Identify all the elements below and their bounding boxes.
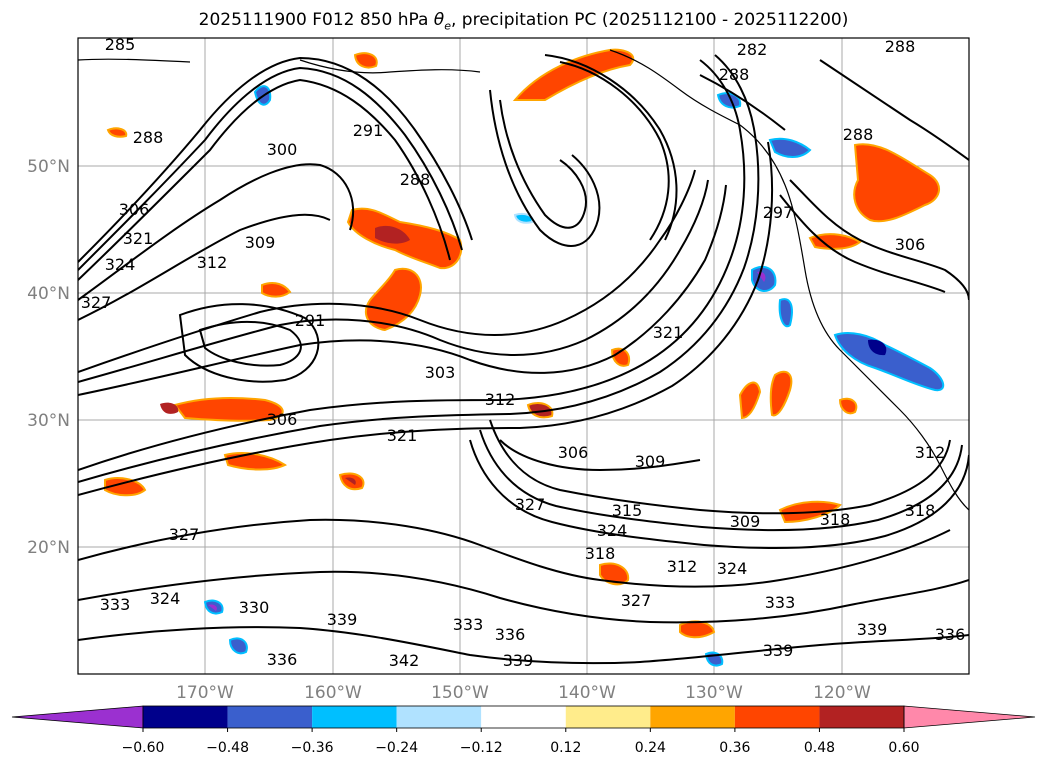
contour-label: 309 xyxy=(245,233,276,252)
lat-label-40n: 40°N xyxy=(27,284,70,304)
colorbar-tick-label: −0.36 xyxy=(291,740,334,756)
contour-label: 288 xyxy=(133,128,164,147)
lat-label-20n: 20°N xyxy=(27,538,70,558)
contour-label: 285 xyxy=(105,35,136,54)
contour-label: 327 xyxy=(515,495,546,514)
contour-label: 336 xyxy=(267,650,298,669)
colorbar-extend-max xyxy=(903,705,1036,729)
contour-label: 309 xyxy=(635,452,666,471)
contour-label: 330 xyxy=(239,598,270,617)
colorbar-frame xyxy=(142,705,905,729)
lon-label-140w: 140°W xyxy=(558,683,616,703)
contour-label: 336 xyxy=(935,625,966,644)
map-frame xyxy=(77,37,970,675)
colorbar: −0.60 −0.48 −0.36 −0.24 −0.12 0.12 0.24 0.36 0.4… xyxy=(11,705,1036,756)
contour-label: 336 xyxy=(495,625,526,644)
contour-label: 309 xyxy=(730,512,761,531)
contour-label: 318 xyxy=(905,501,936,520)
contour-label: 306 xyxy=(267,410,298,429)
contour-label: 306 xyxy=(895,235,926,254)
colorbar-ticks: −0.60 −0.48 −0.36 −0.24 −0.12 0.12 0.24 0.36 0.4… xyxy=(122,728,920,756)
contour-label: 339 xyxy=(857,620,888,639)
colorbar-tick-label: −0.60 xyxy=(122,740,165,756)
contour-label: 339 xyxy=(503,651,534,670)
colorbar-segment xyxy=(227,706,313,728)
contour-label: 300 xyxy=(267,140,298,159)
colorbar-tick-label: 0.36 xyxy=(719,740,750,756)
contour-label: 318 xyxy=(820,510,851,529)
lat-label-30n: 30°N xyxy=(27,411,70,431)
contour-label: 318 xyxy=(585,544,616,563)
colorbar-segment xyxy=(396,706,482,728)
lon-label-130w: 130°W xyxy=(685,683,743,703)
contour-label: 321 xyxy=(653,323,684,342)
contour-label: 339 xyxy=(327,610,358,629)
contour-label: 324 xyxy=(150,589,181,608)
colorbar-extend-min xyxy=(11,705,144,729)
contour-label: 333 xyxy=(765,593,796,612)
colorbar-tick-label: −0.48 xyxy=(206,740,249,756)
colorbar-tick-label: 0.12 xyxy=(550,740,581,756)
colorbar-segment xyxy=(819,706,904,728)
lon-label-170w: 170°W xyxy=(176,683,234,703)
contour-label: 342 xyxy=(389,651,420,670)
map-background xyxy=(78,38,969,674)
contour-label: 288 xyxy=(843,125,874,144)
contour-label: 321 xyxy=(123,229,154,248)
colorbar-segment xyxy=(481,706,566,728)
contour-label: 288 xyxy=(885,37,916,56)
contour-label: 324 xyxy=(597,521,628,540)
colorbar-segment xyxy=(565,706,651,728)
contour-label: 327 xyxy=(169,525,200,544)
contour-label: 291 xyxy=(353,121,384,140)
map-panel xyxy=(77,37,970,675)
colorbar-segments xyxy=(11,705,1036,729)
contour-label: 288 xyxy=(719,65,750,84)
colorbar-segment xyxy=(734,706,820,728)
lon-label-150w: 150°W xyxy=(431,683,489,703)
latitude-labels: 50°N 40°N 30°N 20°N xyxy=(27,157,70,558)
contour-label: 306 xyxy=(558,443,589,462)
coastlines xyxy=(78,49,969,511)
colorbar-tick-label: −0.24 xyxy=(375,740,418,756)
lon-label-160w: 160°W xyxy=(304,683,362,703)
contour-label: 312 xyxy=(485,390,516,409)
contour-label: 315 xyxy=(612,501,643,520)
colorbar-tick-label: 0.60 xyxy=(888,740,919,756)
contour-label: 312 xyxy=(197,253,228,272)
theta-e-contours xyxy=(78,54,969,665)
colorbar-segment xyxy=(650,706,735,728)
contour-label: 321 xyxy=(387,426,418,445)
contour-label: 306 xyxy=(119,200,150,219)
contour-label: 339 xyxy=(763,641,794,660)
colorbar-tick-label: 0.24 xyxy=(635,740,666,756)
contour-label: 291 xyxy=(295,311,326,330)
contour-label: 327 xyxy=(621,591,652,610)
lat-label-50n: 50°N xyxy=(27,157,70,177)
contour-label: 333 xyxy=(453,615,484,634)
map-title: 2025111900 F012 850 hPa θe, precipitatio… xyxy=(198,10,849,33)
colorbar-segment xyxy=(312,706,397,728)
contour-label: 327 xyxy=(81,293,112,312)
contour-label: 333 xyxy=(100,595,131,614)
contour-label: 297 xyxy=(763,203,794,222)
contour-label: 282 xyxy=(737,40,768,59)
contour-labels: 285 288 291 300 288 306 321 312 309 324 327 291 303 3… xyxy=(81,35,966,670)
contour-label: 324 xyxy=(717,559,748,578)
contour-label: 288 xyxy=(400,170,431,189)
colorbar-segment xyxy=(143,706,228,728)
contour-label: 303 xyxy=(425,363,456,382)
longitude-labels: 170°W 160°W 150°W 140°W 130°W 120°W xyxy=(176,683,871,703)
contour-label: 312 xyxy=(667,557,698,576)
contour-label: 312 xyxy=(915,443,946,462)
contour-label: 324 xyxy=(105,255,136,274)
colorbar-tick-label: 0.48 xyxy=(804,740,835,756)
precipitation-shading xyxy=(104,48,945,667)
colorbar-tick-label: −0.12 xyxy=(460,740,503,756)
lon-label-120w: 120°W xyxy=(813,683,871,703)
